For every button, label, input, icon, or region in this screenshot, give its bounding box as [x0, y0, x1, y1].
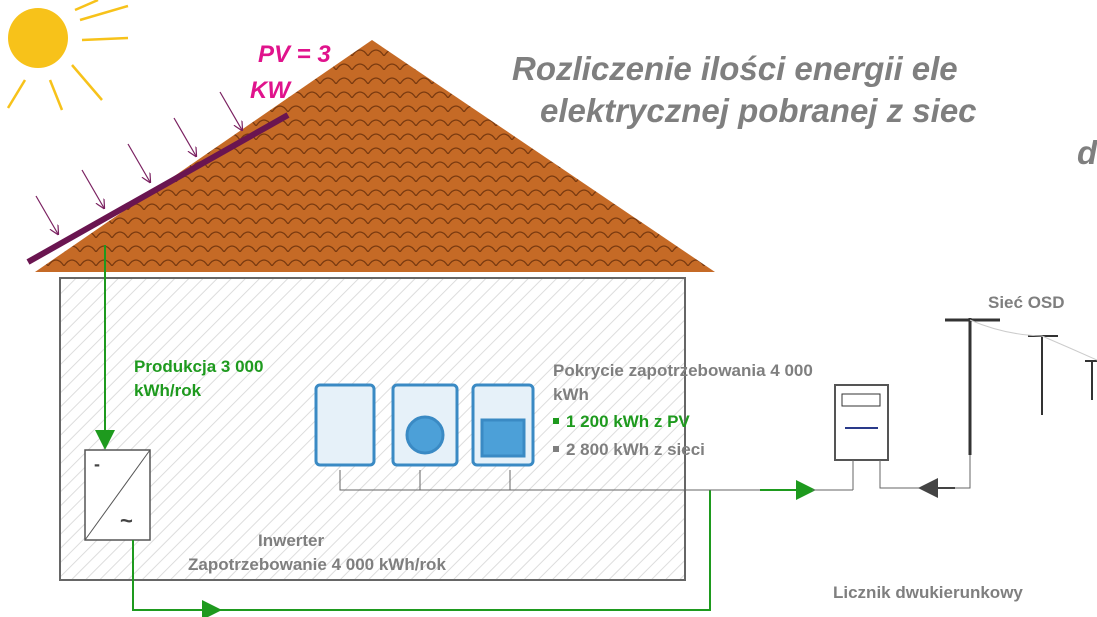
inverter-label: Inwerter — [258, 531, 325, 550]
meter-label: Licznik dwukierunkowy — [833, 583, 1023, 602]
coverage: Pokrycie zapotrzebowania 4 000 — [553, 361, 813, 380]
title-line: d — [1077, 134, 1097, 171]
coverage: kWh — [553, 385, 589, 404]
demand-label: Zapotrzebowanie 4 000 kWh/rok — [188, 555, 446, 574]
grid-line — [880, 455, 970, 488]
grid-label: Sieć OSD — [988, 293, 1065, 312]
title-line: elektrycznej pobranej z siec — [540, 92, 977, 129]
production: kWh/rok — [134, 381, 202, 400]
wires — [970, 320, 1097, 360]
pv-label: KW — [250, 77, 292, 104]
title-line: Rozliczenie ilości energii ele — [512, 50, 958, 87]
sun — [8, 0, 128, 110]
bullet — [553, 418, 559, 424]
production: Produkcja 3 000 — [134, 357, 263, 376]
inverter-tilde: ~ — [120, 508, 133, 533]
diagram: - ~ Rozliczenie ilości energii ele elekt… — [0, 0, 1097, 617]
poles — [945, 318, 1097, 455]
coverage-item: 1 200 kWh z PV — [566, 412, 690, 431]
bullet — [553, 446, 559, 452]
pv-label: PV = 3 — [258, 41, 331, 68]
coverage-item: 2 800 kWh z sieci — [566, 440, 705, 459]
inverter-minus: - — [94, 454, 100, 474]
appliances — [316, 385, 533, 465]
